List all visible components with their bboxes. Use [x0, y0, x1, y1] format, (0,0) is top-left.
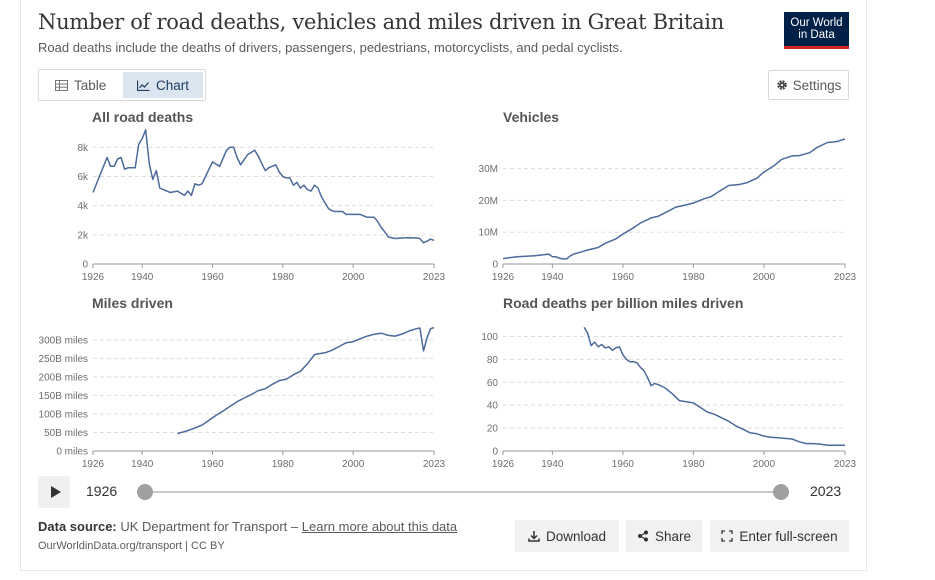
chart-title: Number of road deaths, vehicles and mile… [38, 10, 724, 34]
y-tick-label: 200B miles [39, 372, 88, 383]
play-button[interactable] [38, 476, 70, 508]
x-tick-label: 2023 [834, 459, 857, 470]
y-tick-label: 0 [492, 447, 498, 458]
series-line [177, 326, 435, 435]
tab-table[interactable]: Table [55, 72, 106, 98]
x-tick-label: 1980 [272, 272, 295, 283]
x-tick-label: 1960 [201, 272, 224, 283]
panel-title: Miles driven [92, 295, 173, 311]
timeline-track[interactable] [145, 491, 781, 493]
series-line [92, 129, 435, 244]
share-button[interactable]: Share [626, 520, 702, 552]
owid-logo[interactable]: Our World in Data [784, 12, 849, 49]
timeline-start-handle[interactable] [137, 484, 153, 500]
x-tick-label: 2000 [342, 272, 365, 283]
x-tick-label: 2023 [423, 272, 446, 283]
settings-button[interactable]: Settings [768, 70, 849, 100]
y-tick-label: 4k [77, 201, 89, 212]
tab-chart[interactable]: Chart [123, 72, 203, 98]
x-tick-label: 1960 [612, 459, 635, 470]
fullscreen-label: Enter full-screen [739, 528, 838, 544]
tab-chart-label: Chart [156, 77, 190, 93]
y-tick-label: 0 [492, 260, 498, 271]
tab-table-label: Table [74, 77, 107, 93]
x-tick-label: 1926 [492, 272, 515, 283]
x-tick-label: 1980 [682, 459, 705, 470]
chart-subtitle: Road deaths include the deaths of driver… [38, 40, 623, 55]
settings-label: Settings [792, 77, 842, 93]
y-tick-label: 250B miles [39, 354, 88, 365]
logo-line-2: in Data [798, 29, 835, 41]
y-tick-label: 2k [77, 230, 89, 241]
x-tick-label: 2023 [423, 459, 446, 470]
x-tick-label: 1960 [612, 272, 635, 283]
timeline-end-label: 2023 [810, 483, 842, 499]
x-tick-label: 2000 [753, 272, 776, 283]
y-tick-label: 80 [487, 355, 499, 366]
source-label: Data source: [38, 519, 117, 534]
source-text: UK Department for Transport – [120, 519, 299, 534]
play-icon [50, 486, 61, 498]
x-tick-label: 2000 [753, 459, 776, 470]
y-tick-label: 10M [479, 228, 498, 239]
x-tick-label: 1940 [131, 459, 154, 470]
panel-title: Vehicles [503, 109, 559, 125]
y-tick-label: 30M [479, 164, 498, 175]
x-tick-label: 1940 [131, 272, 154, 283]
x-tick-label: 1940 [541, 459, 564, 470]
x-tick-label: 2000 [342, 459, 365, 470]
learn-more-link[interactable]: Learn more about this data [301, 519, 458, 534]
share-icon [637, 530, 648, 542]
logo-line-1: Our World [790, 17, 843, 29]
y-tick-label: 20M [479, 196, 498, 207]
small-multiples-charts: All road deaths 0 2k 4k 6k 8k 1926 1940 1960 1980… [39, 109, 857, 470]
series-line [502, 138, 846, 260]
gear-icon [776, 80, 787, 90]
y-tick-label: 20 [487, 424, 499, 435]
share-label: Share [654, 528, 692, 544]
x-tick-label: 1980 [272, 459, 295, 470]
series-line [583, 326, 845, 447]
x-tick-label: 1926 [82, 459, 105, 470]
y-tick-label: 6k [77, 172, 89, 183]
fullscreen-button[interactable]: Enter full-screen [710, 520, 849, 552]
view-tabs: Table Chart [38, 69, 206, 101]
y-tick-label: 0 [82, 260, 88, 271]
y-tick-label: 300B miles [39, 335, 88, 346]
panel-title: Road deaths per billion miles driven [503, 295, 743, 311]
x-tick-label: 1980 [682, 272, 705, 283]
download-label: Download [545, 528, 607, 544]
y-tick-label: 100B miles [39, 409, 88, 420]
timeline-start-label: 1926 [86, 483, 118, 499]
download-button[interactable]: Download [515, 520, 619, 552]
y-tick-label: 60 [487, 378, 499, 389]
download-icon [528, 531, 540, 542]
line-chart-icon [137, 80, 150, 91]
panel-title: All road deaths [92, 109, 193, 125]
x-tick-label: 1960 [201, 459, 224, 470]
y-tick-label: 150B miles [39, 391, 88, 402]
data-source: Data source: UK Department for Transport… [38, 519, 457, 534]
x-tick-label: 1926 [492, 459, 515, 470]
y-tick-label: 100 [481, 332, 498, 343]
table-icon [55, 79, 68, 91]
x-tick-label: 1926 [82, 272, 105, 283]
y-tick-label: 8k [77, 143, 89, 154]
credit-line: OurWorldinData.org/transport | CC BY [38, 540, 225, 552]
y-tick-label: 40 [487, 401, 499, 412]
x-tick-label: 2023 [834, 272, 857, 283]
x-tick-label: 1940 [541, 272, 564, 283]
y-tick-label: 0 miles [56, 447, 88, 458]
y-tick-label: 50B miles [44, 428, 88, 439]
timeline: 1926 2023 [38, 474, 849, 508]
timeline-end-handle[interactable] [773, 484, 789, 500]
fullscreen-icon [721, 530, 733, 542]
